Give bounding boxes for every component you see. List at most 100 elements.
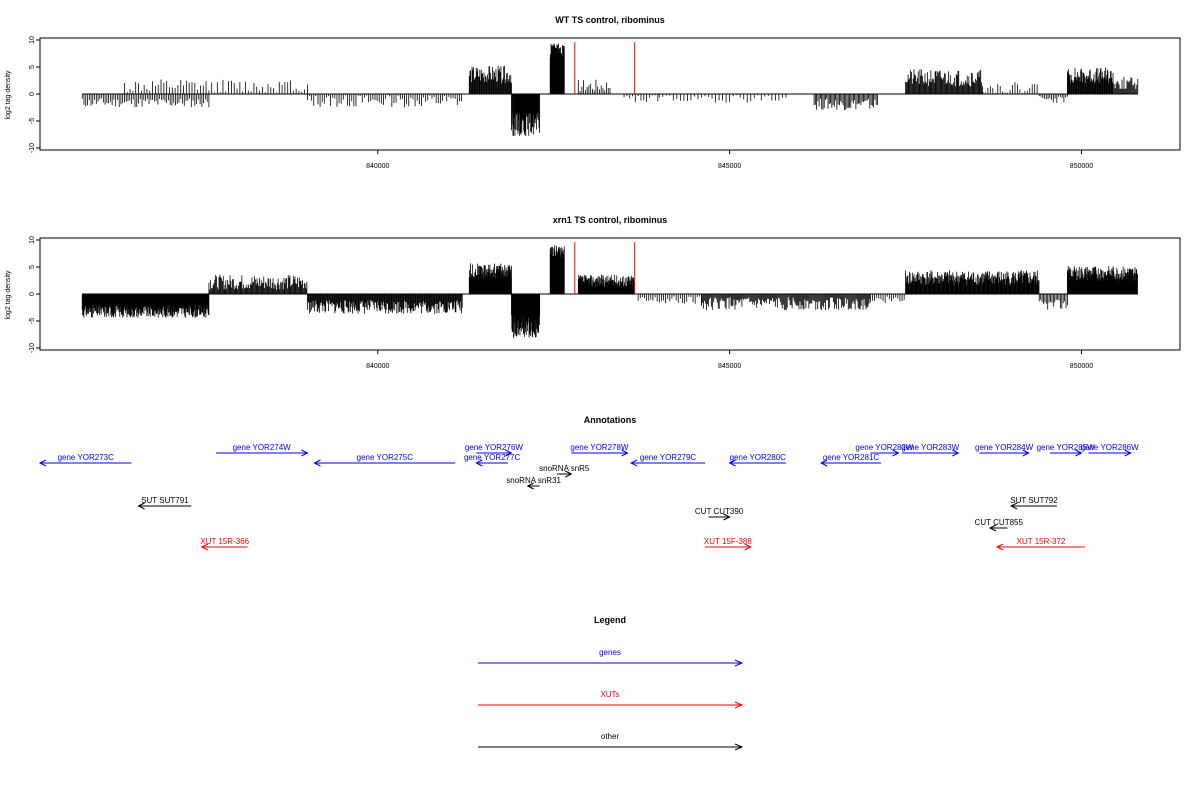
legend-arrowhead <box>734 701 744 709</box>
feature-label: gene YOR279C <box>640 453 697 462</box>
legend-entry: XUTs <box>478 690 744 709</box>
y-tick-label: -10 <box>29 343 36 353</box>
strand-arrowhead <box>301 449 309 457</box>
xrn1-red-markers <box>574 242 636 294</box>
feature-label: gene YOR282W <box>855 443 914 452</box>
legend-label: XUTs <box>600 690 619 699</box>
feature-label: gene YOR286W <box>1081 443 1140 452</box>
legend-label: other <box>601 732 620 741</box>
feature-label: gene YOR285W <box>1037 443 1096 452</box>
strand-arrowhead <box>988 524 997 532</box>
strand-arrowhead <box>1075 449 1083 457</box>
strand-arrowhead <box>526 482 534 490</box>
x-tick-label: 845000 <box>718 363 741 370</box>
xrn1-signal-bars <box>81 245 1138 338</box>
annotations-title: Annotations <box>584 415 637 425</box>
y-tick-label: -5 <box>29 118 36 124</box>
legend-entries: genes XUTs other <box>478 648 744 751</box>
feature-label: gene YOR273C <box>58 453 115 462</box>
feature-label: SUT SUT792 <box>1010 496 1058 505</box>
annotation-feature: gene YOR276W <box>465 443 524 457</box>
annotation-feature: gene YOR279C <box>629 453 705 467</box>
feature-label: CUT CUT390 <box>695 507 744 516</box>
strand-arrowhead <box>505 449 513 457</box>
feature-label: snoRNA snR5 <box>539 464 590 473</box>
wt-red-markers <box>574 42 636 94</box>
xrn1-x-axis: 840000 845000 850000 <box>366 350 1093 370</box>
x-tick-label: 840000 <box>366 363 389 370</box>
strand-arrowhead <box>565 470 573 478</box>
x-tick-label: 840000 <box>366 163 389 170</box>
xrn1-y-axis: -10 -5 0 5 10 <box>29 236 41 353</box>
annotation-feature: XUT 15R-366 <box>200 537 250 551</box>
x-tick-label: 850000 <box>1070 163 1093 170</box>
annotation-feature: CUT CUT855 <box>975 518 1024 532</box>
annotation-feature: gene YOR278W <box>570 443 629 457</box>
feature-label: gene YOR276W <box>465 443 524 452</box>
feature-label: gene YOR278W <box>570 443 629 452</box>
legend-entry: genes <box>478 648 744 667</box>
wt-signal-bars <box>81 43 1139 137</box>
strand-arrowhead <box>723 513 731 521</box>
feature-label: gene YOR283W <box>901 443 960 452</box>
legend-label: genes <box>599 648 621 657</box>
strand-arrowhead <box>1009 502 1018 510</box>
x-tick-label: 850000 <box>1070 363 1093 370</box>
strand-arrowhead <box>744 543 752 551</box>
strand-arrowhead <box>995 543 1004 551</box>
feature-label: CUT CUT855 <box>975 518 1024 527</box>
strand-arrowhead <box>621 449 629 457</box>
annotation-feature: gene YOR274W <box>215 443 309 457</box>
wt-track-title: WT TS control, ribominus <box>555 15 665 25</box>
legend-arrowhead <box>734 743 744 751</box>
y-tick-label: 0 <box>29 292 36 296</box>
strand-arrowhead <box>38 459 47 467</box>
annotation-feature: SUT SUT791 <box>137 496 192 510</box>
annotation-feature: XUT 15R-372 <box>995 537 1085 551</box>
strand-arrowhead <box>313 459 321 467</box>
feature-label: gene YOR277C <box>464 453 521 462</box>
y-tick-label: 5 <box>29 265 36 269</box>
annotation-features: gene YOR273C gene YOR274W gene YOR275C gene… <box>38 443 1140 551</box>
x-tick-label: 845000 <box>718 163 741 170</box>
y-tick-label: -5 <box>29 318 36 324</box>
feature-label: snoRNA snR31 <box>506 476 561 485</box>
annotation-feature: gene YOR280C <box>728 453 787 467</box>
strand-arrowhead <box>892 449 900 457</box>
annotation-feature: gene YOR277C <box>464 453 521 467</box>
strand-arrowhead <box>1022 449 1030 457</box>
strand-arrowhead <box>200 543 209 551</box>
wt-track-panel: WT TS control, ribominus log2 tag densit… <box>5 15 1181 170</box>
strand-arrowhead <box>137 502 145 510</box>
y-tick-label: -10 <box>29 143 36 153</box>
strand-arrowhead <box>1124 449 1132 457</box>
wt-x-axis: 840000 845000 850000 <box>366 150 1093 170</box>
strand-arrowhead <box>819 459 828 467</box>
legend-entry: other <box>478 732 744 751</box>
wt-y-axis: -10 -5 0 5 10 <box>29 36 41 153</box>
y-tick-label: 10 <box>29 36 36 44</box>
y-tick-label: 10 <box>29 236 36 244</box>
strand-arrowhead <box>475 459 483 467</box>
strand-arrowhead <box>728 459 736 467</box>
feature-label: XUT 15R-366 <box>200 537 249 546</box>
feature-label: gene YOR281C <box>823 453 880 462</box>
feature-label: gene YOR274W <box>233 443 292 452</box>
annotation-feature: snoRNA snR5 <box>539 464 590 478</box>
annotation-feature: gene YOR284W <box>975 443 1034 457</box>
xrn1-track-title: xrn1 TS control, ribominus <box>553 215 668 225</box>
annotation-feature: SUT SUT792 <box>1009 496 1058 510</box>
annotation-feature: gene YOR286W <box>1081 443 1140 457</box>
legend-title: Legend <box>594 615 626 625</box>
feature-label: SUT SUT791 <box>141 496 189 505</box>
strand-arrowhead <box>952 449 960 457</box>
annotation-feature: gene YOR275C <box>313 453 456 467</box>
strand-arrowhead <box>629 459 638 467</box>
wt-track-ylabel: log2 tag density <box>5 70 12 120</box>
annotation-feature: XUT 15F-388 <box>704 537 752 551</box>
feature-label: gene YOR275C <box>357 453 414 462</box>
annotation-feature: CUT CUT390 <box>695 507 744 521</box>
feature-label: gene YOR280C <box>730 453 787 462</box>
annotation-feature: gene YOR281C <box>819 453 881 467</box>
